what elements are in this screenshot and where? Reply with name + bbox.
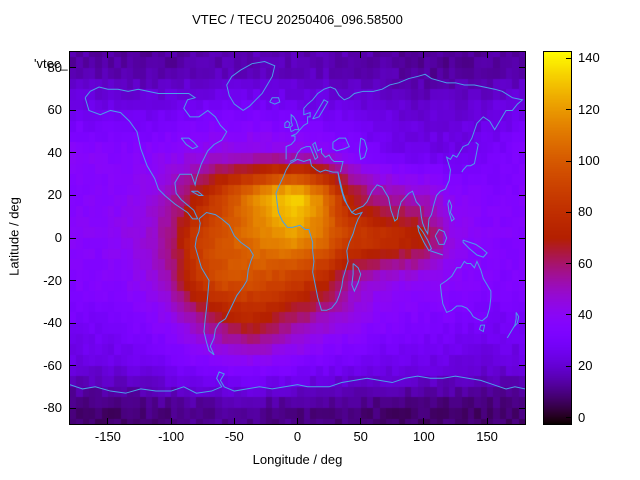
tec-heatmap-canvas: [70, 52, 525, 424]
y-tick-label: 0: [54, 230, 62, 245]
y-tick-mark: [70, 152, 76, 154]
colorbar-tick-label: 100: [578, 153, 600, 169]
y-tick-mark: [519, 109, 525, 111]
x-tick-label: 0: [293, 429, 302, 444]
colorbar-tick-mark: [566, 57, 571, 59]
y-tick-mark: [519, 194, 525, 196]
y-tick-label: -40: [43, 315, 62, 331]
y-tick-mark: [70, 109, 76, 111]
x-tick-label: 150: [476, 429, 498, 444]
plot-area: [69, 51, 526, 425]
colorbar-tick-mark: [566, 314, 571, 316]
colorbar-tick-label: 60: [578, 255, 593, 271]
colorbar-tick-mark: [566, 211, 571, 213]
x-tick-label: -150: [94, 429, 121, 444]
coastline-south-america: [195, 212, 253, 354]
y-tick-mark: [70, 67, 76, 69]
x-tick-label: -50: [224, 429, 244, 444]
y-tick-mark: [519, 407, 525, 409]
y-tick-label: 60: [47, 102, 62, 118]
colorbar-tick-label: 40: [578, 306, 593, 322]
colorbar-tick-mark: [566, 263, 571, 265]
coastline-great-lakes: [181, 138, 197, 149]
x-tick-mark: [107, 418, 109, 424]
coastline-mediterranean-north: [290, 142, 343, 172]
coastline-caspian-sea: [359, 138, 367, 159]
coastline-baltic: [313, 100, 328, 119]
y-tick-mark: [519, 67, 525, 69]
coastline-north-america-east: [85, 87, 227, 219]
y-tick-mark: [519, 322, 525, 324]
coastline-britain: [290, 115, 299, 132]
y-tick-mark: [70, 194, 76, 196]
y-tick-mark: [519, 237, 525, 239]
coastline-cuba: [191, 191, 202, 195]
colorbar-tick-label: 140: [578, 50, 600, 66]
colorbar-tick-mark: [566, 160, 571, 162]
x-tick-mark: [486, 418, 488, 424]
y-tick-mark: [70, 237, 76, 239]
y-tick-label: -60: [43, 357, 62, 373]
coastline-java: [430, 251, 443, 255]
coastline-antarctica: [70, 372, 525, 393]
y-tick-mark: [519, 152, 525, 154]
colorbar-gradient: [544, 52, 571, 424]
y-tick-mark: [519, 365, 525, 367]
coastline-greenland: [227, 62, 275, 111]
colorbar-tick-mark: [566, 417, 571, 419]
x-tick-label: 50: [353, 429, 368, 444]
colorbar: [543, 51, 572, 425]
coastline-australia: [440, 261, 491, 321]
y-tick-label: 80: [47, 59, 62, 75]
coastline-madagascar: [352, 264, 361, 292]
y-tick-label: -80: [43, 400, 62, 416]
colorbar-tick-label: 20: [578, 358, 593, 374]
coastline-north-america-west: [85, 98, 197, 219]
y-tick-mark: [70, 280, 76, 281]
colorbar-tick-mark: [566, 109, 571, 111]
world-coastlines-overlay: [70, 52, 525, 424]
x-tick-mark: [423, 52, 425, 58]
x-tick-mark: [170, 52, 172, 58]
coastline-africa: [276, 159, 362, 310]
coastline-sumatra: [418, 225, 432, 251]
x-tick-mark: [107, 52, 109, 58]
x-tick-label: -100: [158, 429, 185, 444]
x-tick-label: 100: [413, 429, 435, 444]
x-tick-mark: [170, 418, 172, 424]
x-tick-mark: [360, 418, 362, 424]
x-tick-mark: [423, 418, 425, 424]
coastline-ireland: [285, 121, 290, 127]
y-tick-label: -20: [43, 272, 62, 288]
coastline-tasmania: [480, 325, 485, 331]
y-tick-label: 20: [47, 187, 62, 203]
x-tick-mark: [233, 418, 235, 424]
coastline-japan: [462, 142, 478, 172]
x-axis-label: Longitude / deg: [252, 452, 343, 467]
coastline-iceland: [270, 98, 280, 104]
y-tick-label: 40: [47, 144, 62, 160]
x-tick-mark: [233, 52, 235, 58]
x-tick-mark: [360, 52, 362, 58]
colorbar-tick-label: 0: [578, 409, 586, 425]
x-tick-mark: [486, 52, 488, 58]
chart-title: VTEC / TECU 20250406_096.58500: [192, 12, 403, 27]
coastline-black-sea: [333, 138, 349, 151]
colorbar-tick-mark: [566, 365, 571, 367]
coastline-philippines: [448, 200, 454, 221]
coastline-new-zealand: [507, 312, 518, 338]
y-tick-mark: [70, 365, 76, 367]
coastline-eurasia: [286, 74, 522, 233]
y-tick-mark: [70, 407, 76, 409]
coastline-borneo: [435, 229, 446, 244]
colorbar-tick-label: 80: [578, 204, 593, 220]
y-tick-mark: [70, 322, 76, 324]
coastline-new-guinea: [463, 240, 487, 257]
x-tick-mark: [297, 52, 298, 58]
colorbar-tick-label: 120: [578, 101, 600, 117]
y-tick-mark: [519, 280, 525, 281]
x-tick-mark: [297, 418, 298, 424]
legend-key-label: 'vtec_: [33, 56, 69, 71]
